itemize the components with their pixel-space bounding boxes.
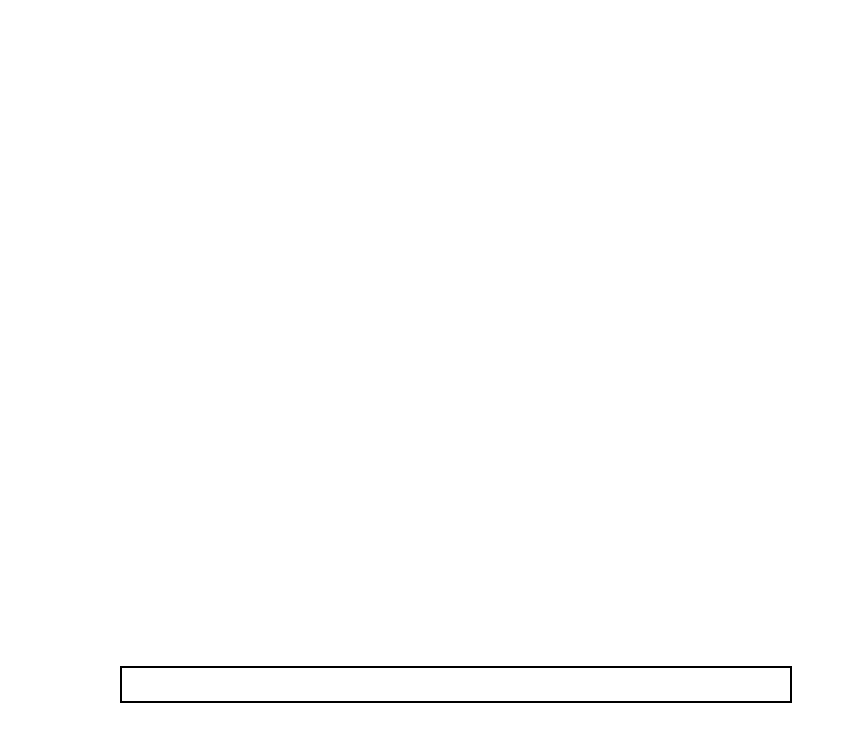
colorbar <box>120 666 792 703</box>
map-canvas <box>75 55 375 205</box>
